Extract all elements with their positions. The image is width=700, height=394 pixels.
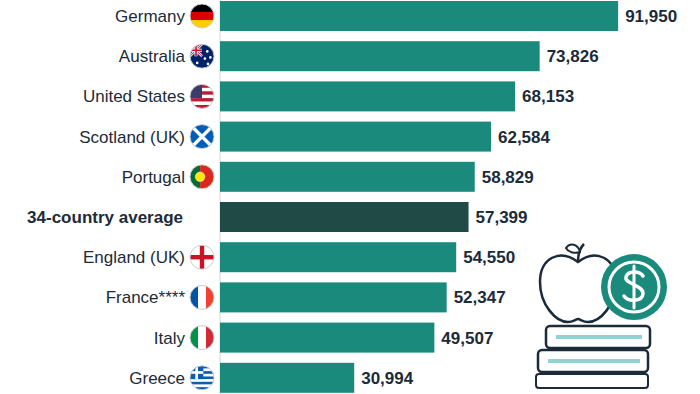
flag-part [207,63,210,66]
data-label: 58,829 [482,168,534,187]
bar [220,1,618,31]
data-label: 68,153 [522,87,574,106]
chart-root: Germany 91,950 Australia 73,826 United State… [0,0,700,394]
flag-border [190,44,214,68]
data-label: 52,347 [454,288,506,307]
flag-part [190,366,203,379]
flag-part [190,255,214,259]
category-label: Greece [129,369,185,388]
icon [536,244,667,388]
flag [190,326,215,350]
icon-coin-symbol [633,266,636,308]
bar [220,81,515,111]
flag-part [190,125,214,149]
flag-part [204,57,207,60]
flag-part [190,125,214,149]
chart-svg: Germany 91,950 Australia 73,826 United State… [0,0,700,394]
flag-part [209,56,212,59]
category-label: Scotland (UK) [79,128,185,147]
bar [220,282,447,312]
icon-book [546,326,650,348]
bar [220,202,469,232]
flag-part [206,50,209,53]
flag-part [190,379,214,382]
icon-book [536,374,648,388]
flag [190,125,214,149]
bar [220,323,434,353]
flag [190,366,214,390]
flag [190,84,214,108]
flag-part [190,44,214,68]
category-label: Germany [115,7,185,26]
flag-border [190,326,214,350]
flag [190,44,214,68]
icon-book-line [548,359,640,363]
bar [220,122,491,152]
flag [190,4,214,29]
flag [190,245,214,269]
flag-border [190,285,214,309]
category-label: France**** [106,288,186,307]
category-label: Portugal [122,168,185,187]
flag-border [190,165,214,189]
icon-coin-ring [609,262,659,312]
icon-book-line [556,335,642,339]
flag [190,165,214,189]
data-label: 91,950 [625,7,677,26]
flag-border [190,366,214,390]
flag-part [190,245,214,269]
category-label: Australia [119,47,186,66]
flag [190,285,215,309]
icon-apple-leaf [566,245,580,253]
data-label: 73,826 [547,47,599,66]
category-label: United States [83,87,185,106]
data-label: 49,507 [441,329,493,348]
category-label: Italy [154,329,186,348]
data-label: 54,550 [463,248,515,267]
flag-part [196,62,199,65]
flag-part [190,371,214,374]
flag-part [195,172,205,182]
flag-part [190,125,214,149]
flag-part [198,326,206,350]
data-label: 62,584 [498,128,551,147]
flag-border [190,84,214,108]
flag-part [198,285,206,309]
flag-border [190,4,214,28]
bar [220,242,456,272]
category-label: 34-country average [27,208,183,227]
flag-part [190,12,214,20]
category-label: England (UK) [83,248,185,267]
flag-border [190,125,214,149]
icon-coin [601,254,667,320]
flag-border [190,245,214,269]
icon-book [538,350,648,372]
flag-part [190,382,214,385]
bar [220,41,540,71]
flag-part [190,98,214,102]
data-label: 30,994 [361,369,414,388]
bar [220,363,354,393]
data-label: 57,399 [476,208,528,227]
bar [220,162,475,192]
